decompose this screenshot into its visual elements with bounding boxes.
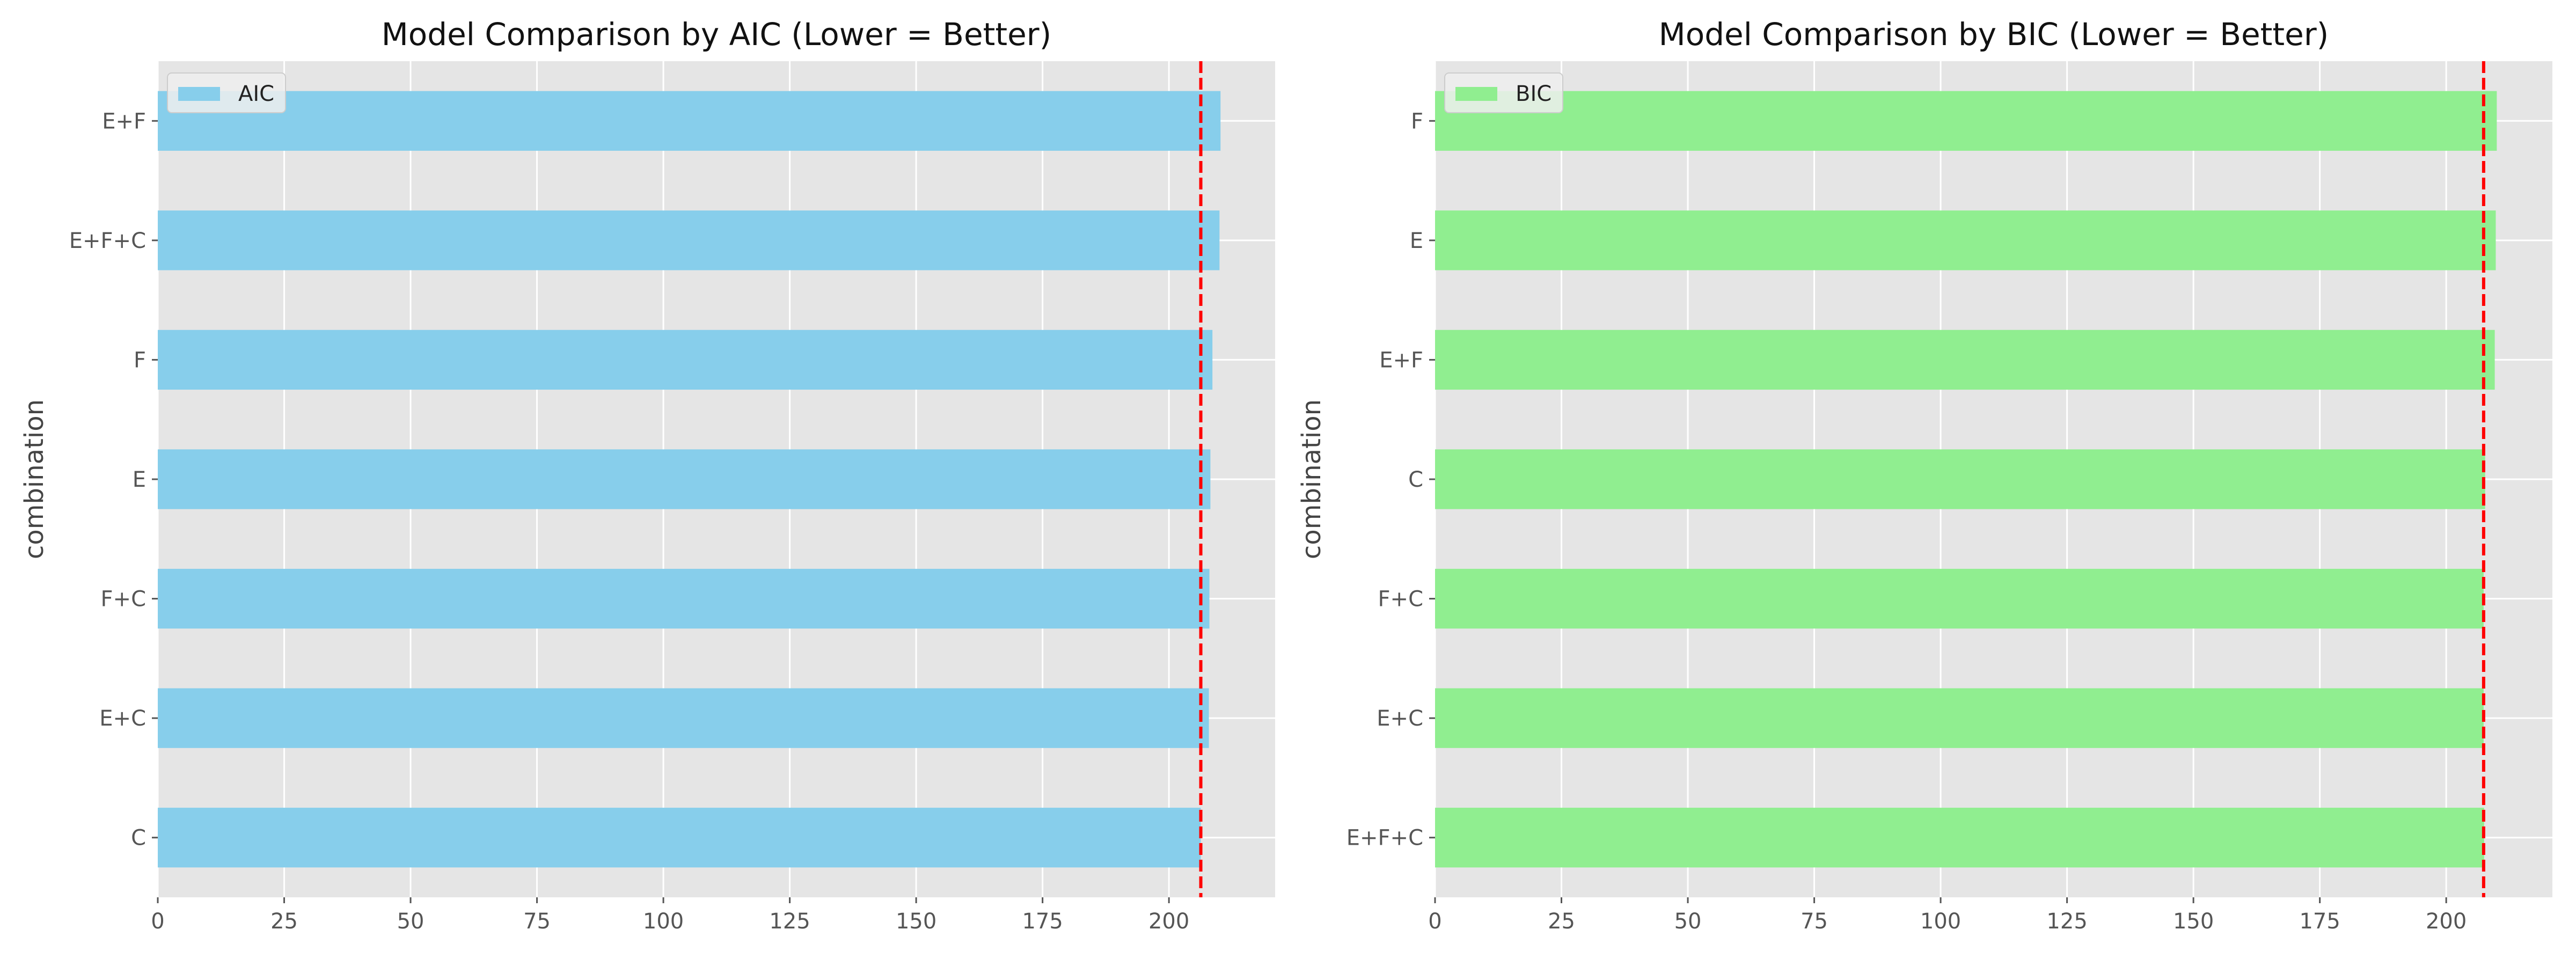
bic-chart: 0 25 50 75 100 125 150 175 200 E+F+C E+C F+C C E+F E F M…	[1297, 16, 2552, 934]
bic-y-tick-label: E+C	[1377, 706, 1423, 731]
bic-y-axis-label: combination	[1297, 399, 1327, 559]
aic-x-tick-label: 100	[643, 909, 684, 934]
bic-y-tick-label: E+F	[1379, 348, 1423, 372]
aic-bar[interactable]	[158, 210, 1220, 270]
bic-legend-label: BIC	[1516, 82, 1552, 106]
bic-y-tick-label: F	[1411, 109, 1423, 134]
aic-y-tick-label: E+F+C	[69, 229, 146, 253]
bic-y-tick-label: F+C	[1378, 587, 1423, 612]
bic-x-tick-label: 75	[1801, 909, 1828, 934]
aic-x-tick-label: 25	[270, 909, 298, 934]
aic-legend: AIC	[167, 72, 286, 113]
aic-x-tick-label: 50	[397, 909, 425, 934]
bic-bar[interactable]	[1435, 210, 2496, 270]
aic-legend-box	[167, 72, 286, 113]
aic-y-tick-label: E	[133, 467, 146, 492]
bic-y-tick-label: E	[1410, 229, 1423, 253]
aic-y-axis-label: combination	[19, 399, 49, 559]
aic-x-tick-label: 125	[769, 909, 810, 934]
bic-bar[interactable]	[1435, 449, 2485, 509]
bic-chart-title: Model Comparison by BIC (Lower = Better)	[1659, 16, 2329, 53]
bic-x-tick-label: 125	[2046, 909, 2087, 934]
bic-legend-swatch	[1455, 87, 1497, 101]
bic-bar[interactable]	[1435, 808, 2484, 868]
aic-y-tick-label: E+C	[99, 706, 146, 731]
bic-bar[interactable]	[1435, 568, 2484, 629]
bic-x-tick-label: 175	[2299, 909, 2340, 934]
aic-bar[interactable]	[158, 568, 1210, 629]
bic-y-tick-label: E+F+C	[1346, 826, 1423, 851]
bic-x-tick-label: 150	[2173, 909, 2214, 934]
bic-x-tick-label: 100	[1920, 909, 1961, 934]
bic-bar[interactable]	[1435, 330, 2495, 390]
aic-bar[interactable]	[158, 449, 1211, 509]
bic-x-tick-label: 200	[2426, 909, 2467, 934]
aic-x-tick-label: 175	[1022, 909, 1063, 934]
aic-x-tick-label: 75	[523, 909, 551, 934]
aic-legend-label: AIC	[238, 82, 274, 106]
aic-x-tick-label: 150	[896, 909, 936, 934]
bic-legend-box	[1444, 72, 1563, 113]
bic-legend: BIC	[1444, 72, 1563, 113]
bic-x-tick-label: 0	[1428, 909, 1441, 934]
aic-y-tick-label: F	[134, 348, 146, 372]
aic-x-tick-label: 200	[1148, 909, 1189, 934]
aic-legend-swatch	[178, 87, 220, 101]
aic-y-tick-label: E+F	[102, 109, 146, 134]
aic-y-tick-label: C	[131, 826, 146, 851]
bic-y-tick-label: C	[1408, 467, 1423, 492]
bic-x-tick-label: 50	[1674, 909, 1702, 934]
aic-y-tick-label: F+C	[101, 587, 146, 612]
bic-bar[interactable]	[1435, 688, 2484, 748]
aic-bar[interactable]	[158, 808, 1201, 868]
aic-bar[interactable]	[158, 330, 1213, 390]
aic-x-tick-label: 0	[151, 909, 164, 934]
aic-bar[interactable]	[158, 688, 1209, 748]
aic-bar[interactable]	[158, 91, 1221, 151]
aic-chart: 0 25 50 75 100 125 150 175 200 C E+C F+C E F E+F+C E+F M…	[19, 16, 1275, 934]
bic-bar[interactable]	[1435, 91, 2497, 151]
aic-chart-title: Model Comparison by AIC (Lower = Better)	[382, 16, 1052, 53]
bic-x-tick-label: 25	[1548, 909, 1575, 934]
